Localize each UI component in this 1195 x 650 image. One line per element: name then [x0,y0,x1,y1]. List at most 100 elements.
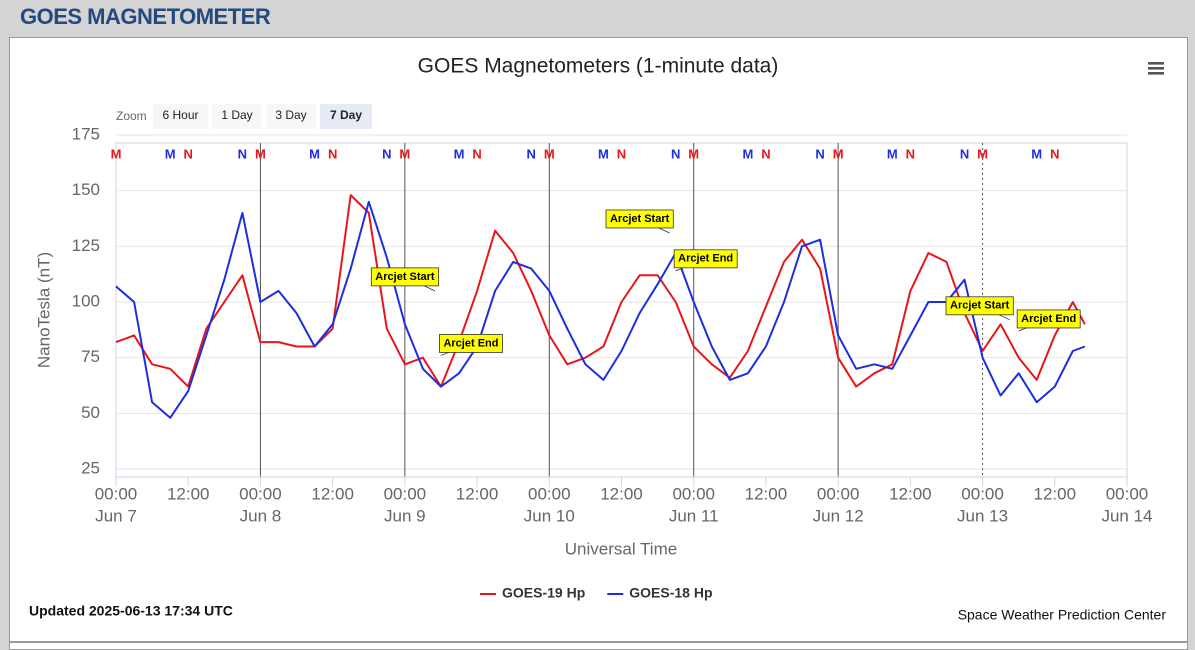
zoom-button[interactable] [212,104,262,129]
orbit-marker: M [399,146,410,161]
zoom-button[interactable] [153,104,208,129]
orbit-marker: M [688,146,699,161]
x-tick-label: 00:00 [239,484,282,503]
y-tick-label: 150 [72,180,100,199]
updated-time: Updated 2025-06-13 17:34 UTC [29,603,233,619]
annotation-label: Arcjet Start [375,271,435,283]
menu-bar[interactable] [1148,62,1164,65]
x-tick-label: 00:00 [817,484,860,503]
menu-bar[interactable] [1148,67,1164,70]
zoom-button-label[interactable]: 3 Day [275,108,306,122]
x-tick-label: 00:00 [961,484,1004,503]
y-tick-label: 125 [72,236,100,255]
orbit-marker: N [527,146,536,161]
zoom-button-label[interactable]: 1 Day [221,108,252,122]
legend-label[interactable]: GOES-18 Hp [629,585,712,601]
orbit-marker: M [544,146,555,161]
annotation-box [673,249,738,269]
orbit-marker: N [960,146,969,161]
annotation: Arcjet Start [605,209,674,229]
y-tick-label: 100 [72,291,100,310]
orbit-marker: N [671,146,680,161]
annotation-box [605,209,674,229]
annotation-label: Arcjet Start [950,300,1010,312]
x-tick-label: 12:00 [167,484,210,503]
annotation-box [945,296,1014,316]
x-tick-label: 00:00 [672,484,715,503]
zoom-button[interactable] [266,104,316,129]
chart-title: GOES Magnetometers (1-minute data) [418,55,779,78]
x-tick-label: 12:00 [600,484,643,503]
orbit-marker: M [742,146,753,161]
series-line [115,194,1086,388]
annotation: Arcjet End [673,249,738,269]
orbit-marker: M [887,146,898,161]
menu-bar[interactable] [1148,72,1164,75]
x-tick-label: 00:00 [528,484,571,503]
orbit-marker: N [184,146,193,161]
orbit-marker: N [1050,146,1059,161]
zoom-button-label[interactable]: 7 Day [330,108,362,122]
series-line [115,200,1086,419]
annotation: Arcjet End [439,334,503,353]
zoom-button-label[interactable]: 6 Hour [162,108,198,122]
orbit-marker: N [906,146,915,161]
annotation: Arcjet Start [945,296,1014,316]
x-tick-date: Jun 12 [813,506,864,525]
x-tick-label: 12:00 [745,484,788,503]
x-tick-date: Jun 8 [240,506,282,525]
orbit-marker: N [761,146,770,161]
annotation-box [370,267,439,287]
menu-button[interactable] [1148,62,1164,75]
annotation: Arcjet End [1016,309,1081,329]
x-tick-label: 00:00 [384,484,427,503]
x-tick-label: 12:00 [889,484,932,503]
annotation-box [439,334,503,353]
orbit-marker: M [977,146,988,161]
x-tick-date: Jun 14 [1101,506,1152,525]
orbit-marker: M [1031,146,1042,161]
x-tick-label: 00:00 [95,484,138,503]
orbit-marker: M [111,146,122,161]
orbit-marker: N [238,146,247,161]
x-tick-date: Jun 7 [95,506,137,525]
orbit-marker: N [472,146,481,161]
annotation-box [1016,309,1081,329]
y-axis-title: NanoTesla (nT) [34,252,53,368]
legend-label[interactable]: GOES-19 Hp [502,585,585,601]
annotation-label: Arcjet End [1021,313,1076,325]
y-tick-label: 175 [72,124,100,143]
x-axis-title: Universal Time [565,539,677,558]
annotation: Arcjet Start [370,267,439,287]
credit: Space Weather Prediction Center [958,607,1167,623]
y-tick-label: 50 [81,403,100,422]
x-tick-date: Jun 11 [669,506,719,525]
x-tick-label: 12:00 [456,484,499,503]
annotation-label: Arcjet Start [610,213,670,225]
y-tick-label: 75 [81,347,100,366]
orbit-marker: M [454,146,465,161]
orbit-marker: N [617,146,626,161]
x-tick-date: Jun 13 [957,506,1008,525]
zoom-button[interactable] [320,104,372,129]
x-tick-date: Jun 10 [524,506,575,525]
orbit-marker: M [255,146,266,161]
orbit-marker: M [309,146,320,161]
orbit-marker: M [165,146,176,161]
orbit-marker: N [382,146,391,161]
annotation-label: Arcjet End [443,337,498,349]
zoom-buttons: 6 Hour 1 Day 3 Day 7 Day [153,104,372,129]
y-tick-label: 25 [81,458,100,477]
orbit-marker: M [598,146,609,161]
orbit-marker: M [833,146,844,161]
x-tick-label: 00:00 [1106,484,1149,503]
orbit-marker: N [815,146,824,161]
x-tick-label: 12:00 [311,484,354,503]
annotation-label: Arcjet End [678,253,733,265]
orbit-marker: N [328,146,337,161]
zoom-label: Zoom [116,109,147,123]
x-tick-date: Jun 9 [384,506,426,525]
page-header: GOES MAGNETOMETER [20,4,271,29]
